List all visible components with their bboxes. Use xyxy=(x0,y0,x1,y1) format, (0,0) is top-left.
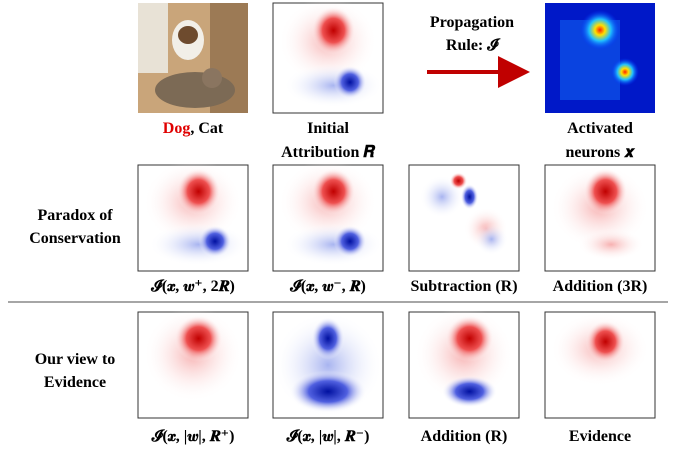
caption: Addition (3R) xyxy=(553,278,648,295)
heatmap xyxy=(545,312,655,418)
caption: Evidence xyxy=(569,428,631,445)
cat-label: , Cat xyxy=(190,120,224,137)
heatmap xyxy=(409,165,519,271)
heatmap-blob xyxy=(149,223,248,265)
heatmap-blob xyxy=(578,229,644,261)
caption: 𝓘(𝒙, |𝒘|, 𝑹⁺) xyxy=(151,428,235,445)
caption: 𝓘(𝒙, 𝒘⁺, 2𝑹) xyxy=(150,278,235,295)
heatmap-blob xyxy=(584,168,628,215)
caption: Subtraction (R) xyxy=(410,278,517,295)
heatmap-blob xyxy=(290,370,367,412)
heatmap xyxy=(273,312,383,418)
heatmap xyxy=(273,160,383,271)
heatmap-blob xyxy=(450,172,468,189)
input-photo xyxy=(138,3,248,113)
heatmap-blob xyxy=(177,168,221,215)
heatmap-blob xyxy=(586,320,626,362)
caption: Activated xyxy=(567,120,633,137)
image-label: Dog, Cat xyxy=(163,120,224,137)
activated-neurons-map xyxy=(545,3,655,113)
heatmap-blob xyxy=(334,225,367,257)
row-label: Our view to xyxy=(35,351,116,368)
heatmap-blob xyxy=(199,225,232,257)
dog-label: Dog xyxy=(163,120,191,137)
heatmap xyxy=(273,0,383,113)
heatmap-blob xyxy=(312,317,345,359)
heatmap xyxy=(409,307,519,418)
heatmap-blob xyxy=(442,376,497,408)
page: {"header_row": { "image_label": {"dog": … xyxy=(0,0,674,455)
rule-label: Rule: 𝓘 xyxy=(446,37,501,54)
heatmap-blob xyxy=(174,315,222,362)
caption: neurons 𝒙 xyxy=(565,144,635,161)
heatmap-blob xyxy=(284,64,383,108)
caption: 𝓘(𝒙, 𝒘⁻, 𝑹) xyxy=(289,278,366,295)
heatmap-blob xyxy=(312,168,356,215)
heatmap-blob xyxy=(312,6,356,54)
heatmap xyxy=(138,307,248,418)
row-label: Paradox of xyxy=(37,207,113,224)
heatmap-blob xyxy=(284,223,383,265)
caption: 𝓘(𝒙, |𝒘|, 𝑹⁻) xyxy=(286,428,370,445)
caption: Initial xyxy=(307,120,349,137)
row-label: Conservation xyxy=(29,230,121,247)
rule-label: Propagation xyxy=(430,14,514,31)
heatmap-blob xyxy=(445,315,493,362)
heatmap xyxy=(545,165,655,271)
heatmap-blob xyxy=(475,223,508,255)
caption: Addition (R) xyxy=(421,428,508,445)
heatmap xyxy=(138,160,248,271)
heatmap-blob xyxy=(334,66,367,99)
caption: Attribution 𝑹 xyxy=(281,144,375,161)
row-label: Evidence xyxy=(44,374,106,391)
figure: Dog, Cat Initial Attribution 𝑹 Propagati… xyxy=(0,0,674,455)
